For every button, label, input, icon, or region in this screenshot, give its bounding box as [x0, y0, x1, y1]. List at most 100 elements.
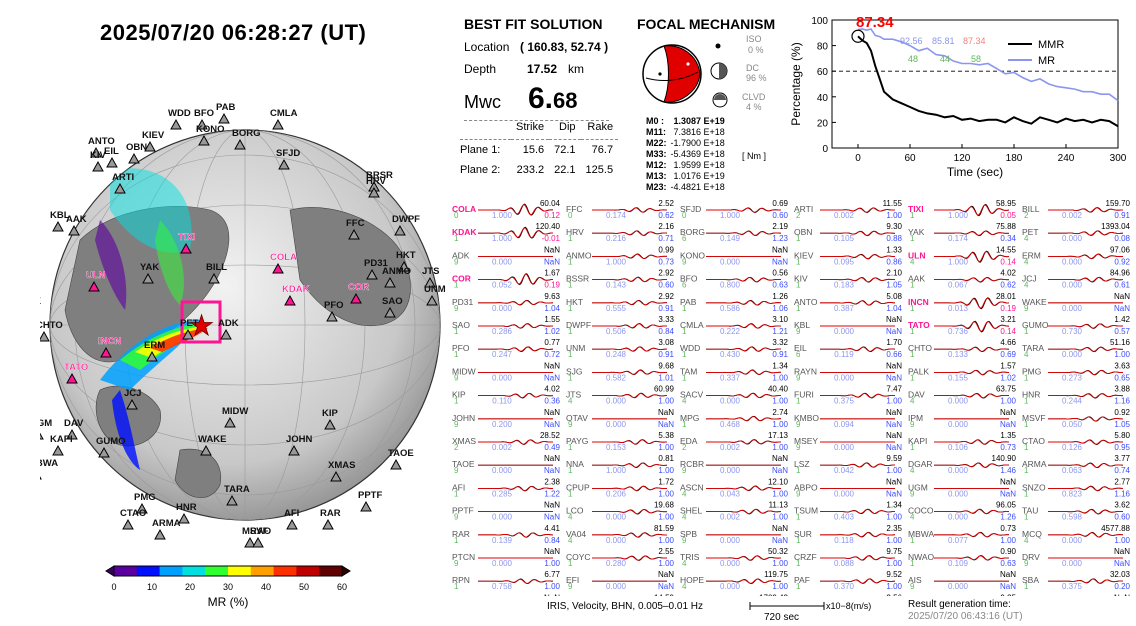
station-ratio: 1.16 [1114, 397, 1130, 406]
station-cell: PFO 0.77 1 0.247 0.72 [452, 338, 561, 359]
station-ratio: NaN [544, 420, 560, 429]
synthetic-waveform [934, 555, 1009, 561]
station-triangle-icon [394, 224, 406, 236]
station-vr: 0.000 [720, 466, 741, 475]
station-weight: 1 [1024, 582, 1029, 591]
synthetic-waveform [934, 370, 1010, 376]
station-cell: LCO 19.68 4 0.000 1.00 [566, 501, 675, 522]
station-ratio: 0.84 [658, 327, 674, 336]
station-name: ASCN [680, 482, 704, 492]
synthetic-waveform [478, 578, 553, 584]
station-ratio: 0.60 [1114, 513, 1130, 522]
station-ratio: 1.00 [658, 559, 674, 568]
station-name: PPTF [452, 506, 474, 516]
station-weight: 6 [682, 281, 687, 290]
station-weight: 1 [568, 466, 573, 475]
colorbar-segment [273, 566, 297, 576]
station-amp: 50.32 [768, 547, 789, 556]
station-vr: 0.118 [834, 536, 854, 545]
colorbar-tick: 20 [185, 582, 195, 592]
col-strike: Strike [516, 121, 545, 133]
colorbar-tick: 40 [261, 582, 271, 592]
station-amp: 2.10 [886, 269, 902, 278]
station-weight: 9 [568, 420, 573, 429]
station-vr: 0.119 [834, 350, 854, 359]
station-triangle-icon [40, 432, 44, 440]
station-amp: 2.35 [886, 524, 902, 533]
station-cell: ADK NaN 9 0.000 NaN [452, 245, 560, 266]
station-weight: 1 [1024, 397, 1029, 406]
synthetic-waveform [592, 300, 667, 306]
event-datetime: 2025/07/20 06:28:27 (UT) [100, 20, 367, 45]
station-vr: 0.000 [948, 513, 969, 522]
map-station-label: KIV [90, 150, 107, 161]
station-cell: TRIS 50.32 4 0.000 1.00 [680, 547, 789, 568]
station-cell: HKT 2.92 1 0.555 0.91 [566, 292, 675, 313]
map-station: KONO [196, 124, 225, 146]
synthetic-waveform [820, 277, 896, 283]
station-amp: 75.88 [996, 222, 1017, 231]
station-vr: 0.403 [834, 513, 855, 522]
station-name: ARMA [1022, 459, 1047, 469]
plane2-strike: 233.2 [516, 163, 545, 176]
station-vr: 0.000 [720, 559, 741, 568]
map-station: PFO [324, 300, 344, 322]
station-weight: 1 [454, 234, 459, 243]
station-weight: 1 [454, 350, 459, 359]
station-amp: 2.55 [658, 547, 674, 556]
x-tick-label: 120 [954, 153, 971, 164]
station-name: UGM [908, 482, 928, 492]
synthetic-waveform [1048, 207, 1123, 213]
synthetic-waveform [934, 508, 1009, 515]
station-weight: 2 [1024, 211, 1029, 220]
station-name: SAO [452, 320, 470, 330]
station-ratio: 0.62 [658, 211, 674, 220]
station-cell: OBN 9.30 1 0.105 0.88 [794, 222, 903, 243]
station-triangle-icon [66, 428, 78, 440]
synthetic-waveform [1048, 439, 1124, 445]
station-weight: 4 [682, 559, 687, 568]
station-name: TATO [908, 320, 930, 330]
station-ratio: 0.63 [772, 281, 788, 290]
station-weight: 1 [910, 234, 915, 243]
station-vr: 1.000 [720, 211, 741, 220]
station-ratio: 0.91 [658, 350, 674, 359]
map-station-label: ADK [218, 318, 239, 329]
station-cell: DAV 63.75 4 0.000 1.00 [908, 385, 1017, 406]
n-stat-value: 58 [971, 54, 981, 64]
map-station-label: BRSR [366, 170, 393, 181]
map-station: AAK [66, 214, 87, 236]
station-name: TAOE [452, 459, 475, 469]
station-name: ERM [1022, 250, 1041, 260]
station-name: PET [1022, 227, 1039, 237]
station-triangle-icon [326, 310, 338, 322]
station-vr: 0.555 [606, 304, 627, 313]
map-station: MSVF [242, 526, 269, 548]
synthetic-waveform [1048, 578, 1123, 584]
station-name: BILL [1022, 204, 1040, 214]
station-vr: 0.088 [834, 559, 855, 568]
station-vr: 0.050 [1062, 420, 1083, 429]
plane2-rake: 125.5 [585, 163, 614, 176]
station-amp: 140.90 [992, 454, 1017, 463]
station-ratio: 1.23 [772, 234, 788, 243]
synthetic-waveform [1048, 509, 1124, 515]
station-amp: 2.52 [658, 199, 674, 208]
station-ratio: NaN [772, 466, 788, 475]
station-name: PAF [794, 575, 810, 585]
tensor-value: 7.3816 E+18 [673, 127, 725, 137]
mmr-line [857, 35, 1119, 128]
station-vr: 0.247 [492, 350, 513, 359]
station-weight: 4 [1024, 536, 1029, 545]
map-station: JTS [422, 266, 439, 288]
station-vr: 0.109 [948, 559, 969, 568]
map-station: TARA [224, 484, 250, 506]
station-triangle-icon [114, 182, 126, 194]
station-triangle-icon [288, 444, 300, 456]
station-vr: 0.286 [492, 327, 513, 336]
beachball [642, 44, 702, 104]
station-weight: 9 [454, 513, 459, 522]
station-cell: CTAO 5.80 1 0.126 0.95 [1022, 431, 1131, 452]
epicenter-star: ★ [189, 310, 214, 341]
